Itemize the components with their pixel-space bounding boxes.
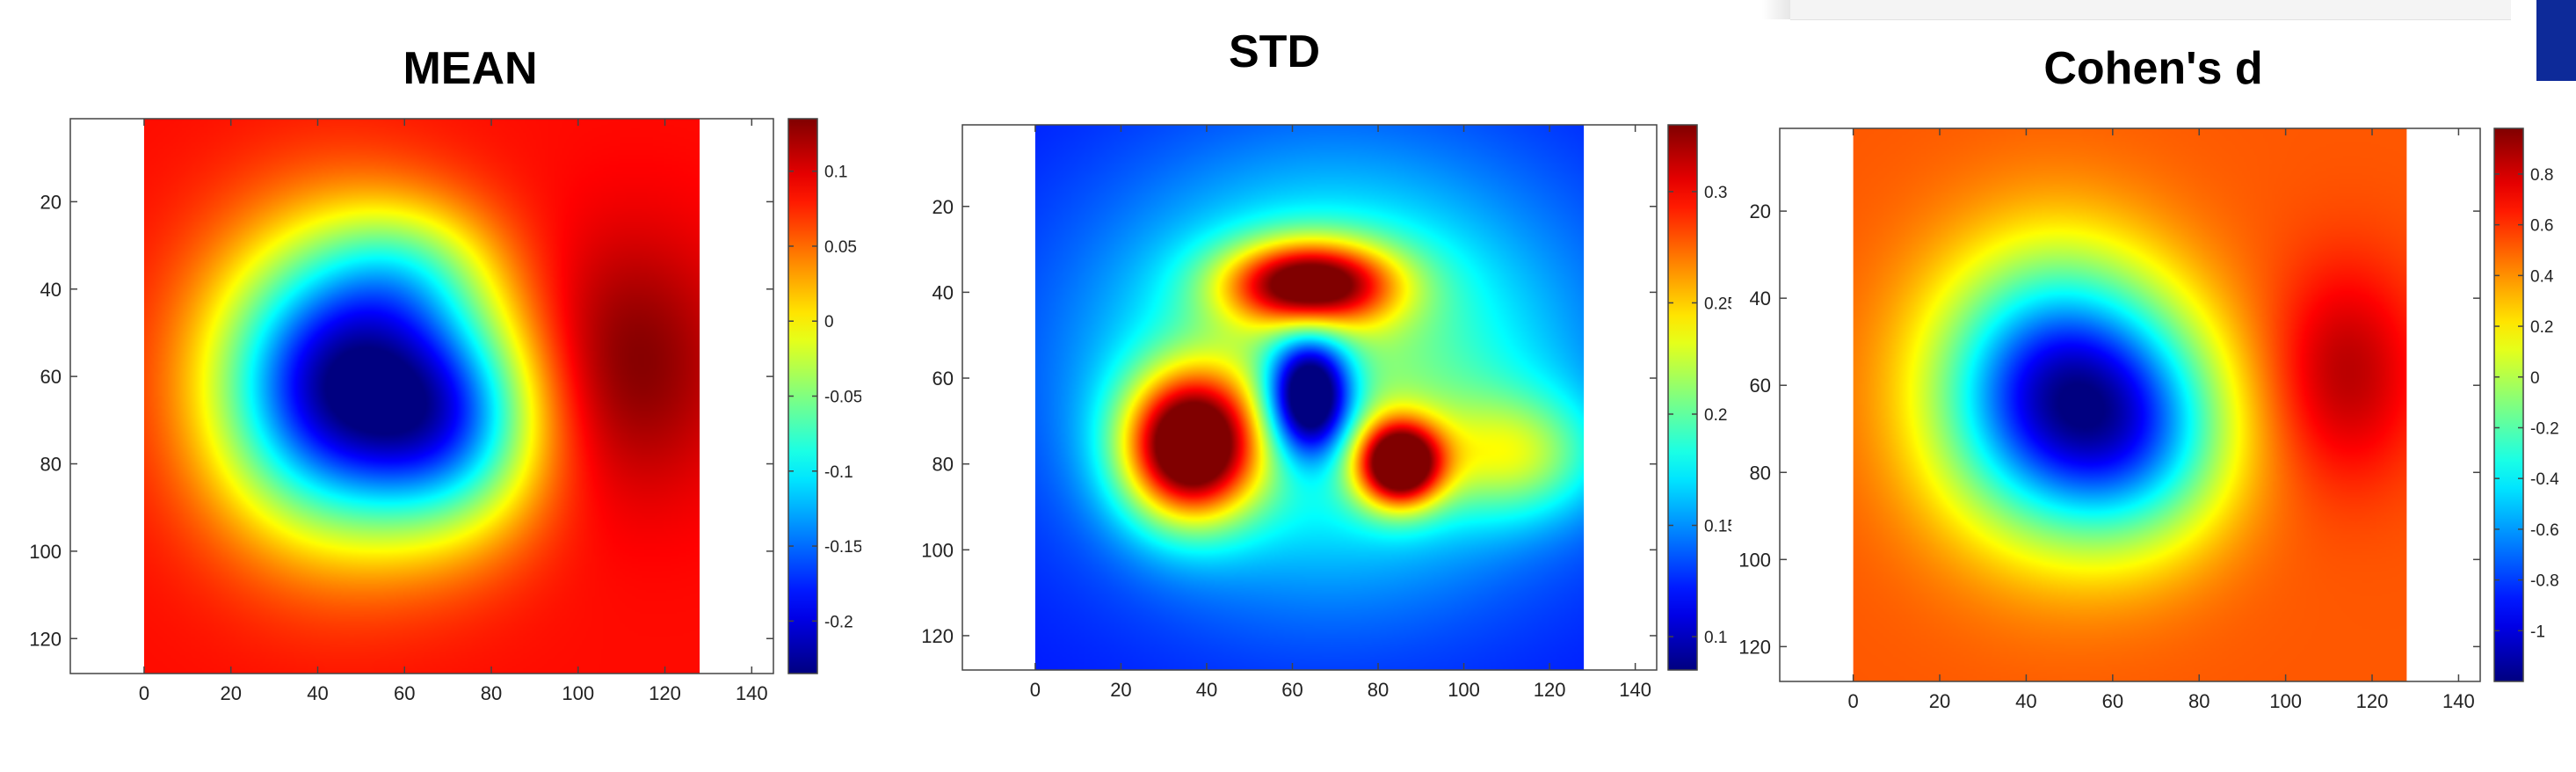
x-tick-label: 40	[1196, 679, 1217, 701]
x-tick-label: 80	[481, 682, 502, 704]
y-tick-label: 40	[1750, 288, 1771, 310]
colorbar-tick-label: -0.05	[824, 389, 861, 407]
x-tick-label: 140	[1619, 679, 1651, 701]
heatmap-image	[1034, 125, 1585, 670]
colorbar-tick-label: -0.6	[2530, 521, 2559, 540]
x-tick-label: 40	[307, 682, 328, 704]
window-edge-shadow	[1762, 0, 1790, 19]
colorbar-tick-label: 0.25	[1704, 295, 1731, 313]
axes-frame	[69, 118, 774, 674]
colorbar-tick-label: 0.4	[2530, 267, 2554, 286]
colorbar-tick-label: 0	[2530, 369, 2540, 388]
panel-title: Cohen's d	[2043, 43, 2262, 94]
y-tick-label: 120	[1738, 636, 1771, 658]
colorbar-tick-label: -0.1	[824, 463, 853, 482]
x-tick-label: 80	[2188, 690, 2210, 712]
colorbar-tick-label: -0.15	[824, 538, 861, 557]
y-tick-label: 60	[40, 366, 62, 388]
colorbar-tick-label: -0.4	[2530, 470, 2559, 489]
colorbar-frame	[1667, 124, 1698, 671]
x-tick-label: 20	[1929, 690, 1950, 712]
colorbar-tick-label: 0.15	[1704, 518, 1731, 536]
x-tick-label: 20	[220, 682, 241, 704]
y-tick-label: 60	[1750, 375, 1771, 397]
y-tick-label: 80	[932, 454, 954, 476]
x-tick-label: 140	[2442, 690, 2475, 712]
x-tick-label: 60	[394, 682, 415, 704]
panel-title: MEAN	[403, 43, 537, 94]
y-tick-label: 20	[1750, 200, 1771, 222]
colorbar-tick-label: 0.1	[824, 164, 847, 182]
x-tick-label: 20	[1110, 679, 1131, 701]
colorbar-tick-label: -0.8	[2530, 572, 2559, 591]
colorbar-tick-label: 0.2	[1704, 406, 1727, 425]
std-heatmap-chart: STD 0 20 40 60 80 100 120 140 20 40 60 80 100 120 0.3 0…	[921, 26, 1731, 701]
colorbar-frame	[2493, 127, 2524, 682]
axes-frame	[961, 124, 1658, 671]
y-tick-label: 100	[921, 539, 954, 561]
x-tick-label: 0	[139, 682, 149, 704]
x-tick-label: 120	[2356, 690, 2389, 712]
panel-title: STD	[1229, 26, 1320, 77]
x-tick-label: 60	[1281, 679, 1303, 701]
colorbar-tick-label: 0.2	[2530, 318, 2553, 337]
heatmap-image	[143, 119, 700, 674]
x-tick-label: 60	[2102, 690, 2123, 712]
y-tick-label: 60	[932, 368, 954, 390]
heatmap-image	[1853, 128, 2407, 681]
x-tick-label: 100	[2269, 690, 2302, 712]
x-tick-label: 80	[1368, 679, 1389, 701]
mean-heatmap-chart: MEAN 0 20 40 60 80 100 120 140 20 40 60 80 100 120 0.1…	[29, 43, 861, 704]
x-tick-label: 40	[2015, 690, 2036, 712]
y-tick-label: 100	[1738, 549, 1771, 571]
x-tick-label: 100	[1448, 679, 1480, 701]
colorbar-tick-label: -1	[2530, 623, 2545, 641]
y-tick-label: 120	[921, 625, 954, 647]
window-edge-strip	[1790, 0, 2511, 20]
x-tick-label: 100	[562, 682, 594, 704]
axes-frame	[1779, 127, 2481, 682]
y-tick-label: 80	[40, 454, 62, 476]
colorbar-tick-label: 0.3	[1704, 184, 1727, 202]
y-tick-label: 80	[1750, 462, 1771, 484]
colorbar-tick-label: 0.05	[824, 238, 857, 257]
colorbar	[1668, 125, 1697, 670]
colorbar-tick-label: 0	[824, 313, 834, 331]
y-tick-label: 120	[29, 628, 62, 650]
y-tick-label: 20	[40, 191, 62, 213]
colorbar-tick-label: 0.1	[1704, 629, 1727, 647]
colorbar-tick-label: -0.2	[2530, 419, 2559, 438]
y-tick-label: 20	[932, 196, 954, 218]
colorbar-tick-label: 0.6	[2530, 217, 2553, 236]
x-tick-label: 140	[736, 682, 768, 704]
x-tick-label: 120	[1534, 679, 1566, 701]
y-tick-label: 40	[40, 279, 62, 301]
x-tick-label: 0	[1030, 679, 1041, 701]
y-tick-label: 40	[932, 281, 954, 303]
y-tick-label: 100	[29, 541, 62, 563]
x-tick-label: 0	[1848, 690, 1859, 712]
colorbar	[2494, 128, 2523, 681]
x-tick-label: 120	[649, 682, 681, 704]
blue-corner-block	[2536, 0, 2576, 81]
colorbar-tick-label: -0.2	[824, 613, 853, 631]
cohens-d-heatmap-chart: Cohen's d 0 20 40 60 80 100 120 140 20 40 60 80 100 1…	[1738, 43, 2559, 712]
colorbar-tick-label: 0.8	[2530, 166, 2553, 185]
